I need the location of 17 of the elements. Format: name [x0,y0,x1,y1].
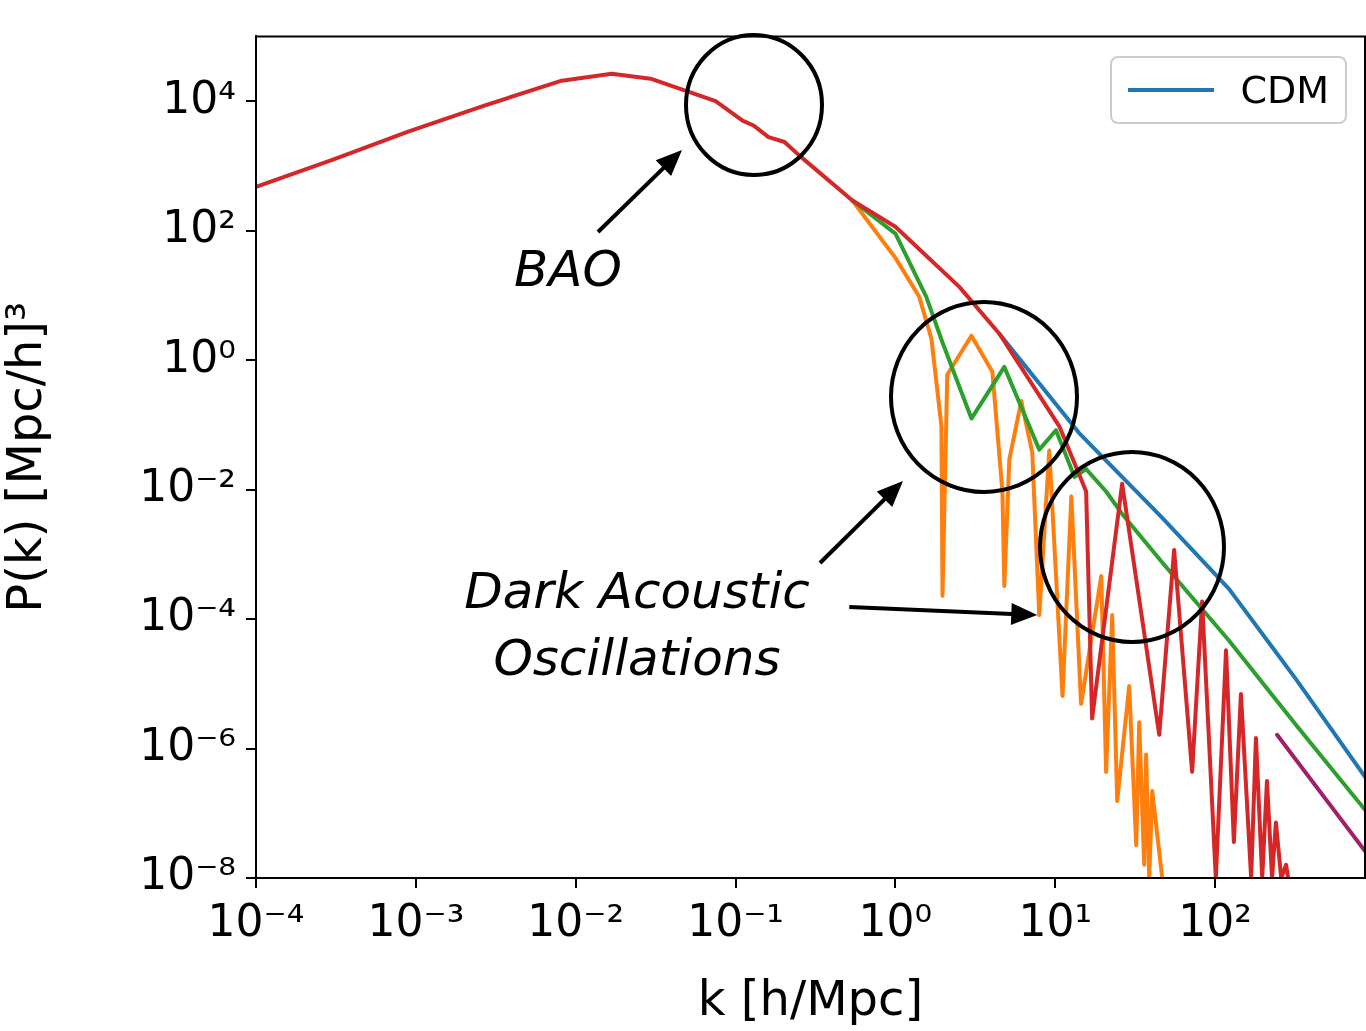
x-axis-title: k [h/Mpc] [697,969,924,1026]
legend-label: CDM [1240,68,1329,113]
y-tick-label: 10⁻⁶ [139,718,236,770]
y-tick-label: 10⁴ [162,71,236,123]
x-tick-label: 10¹ [1018,894,1093,946]
y-tick-label: 10⁻⁴ [139,589,236,641]
y-tick-label: 10⁻² [139,460,236,512]
x-tick-label: 10⁻³ [367,894,465,946]
annotation: BAO [513,239,623,300]
x-tick-label: 10⁻¹ [687,894,784,946]
y-axis-title: P(k) [Mpc/h]³ [0,301,53,613]
y-tick-label: 10² [162,201,236,253]
y-tick-label: 10⁰ [162,330,236,382]
x-tick-label: 10² [1178,894,1252,946]
annotation: Dark Acoustic Oscillations [463,561,811,689]
x-tick-label: 10⁻² [527,894,625,946]
x-tick-label: 10⁰ [858,894,933,946]
